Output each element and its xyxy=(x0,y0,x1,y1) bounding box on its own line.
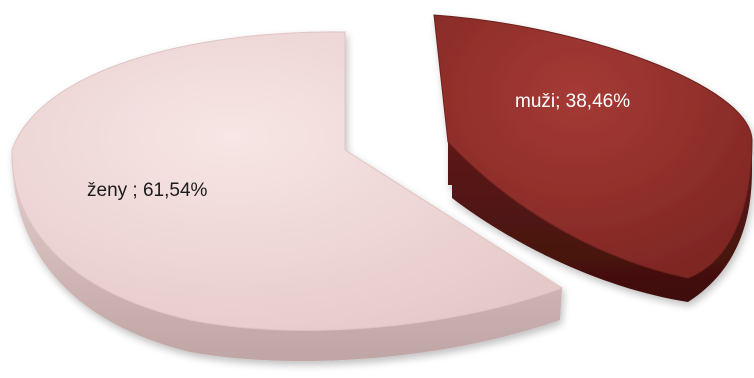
slice-muzi-top xyxy=(433,14,753,279)
slice-zeny-top xyxy=(11,31,564,331)
slice-label-muzi: muži; 38,46% xyxy=(515,91,630,112)
slice-muzi-side xyxy=(448,140,752,302)
slice-muzi: muži; 38,46% xyxy=(433,14,753,302)
slice-label-zeny: ženy ; 61,54% xyxy=(87,180,208,201)
slice-zeny: ženy ; 61,54% xyxy=(11,31,564,362)
